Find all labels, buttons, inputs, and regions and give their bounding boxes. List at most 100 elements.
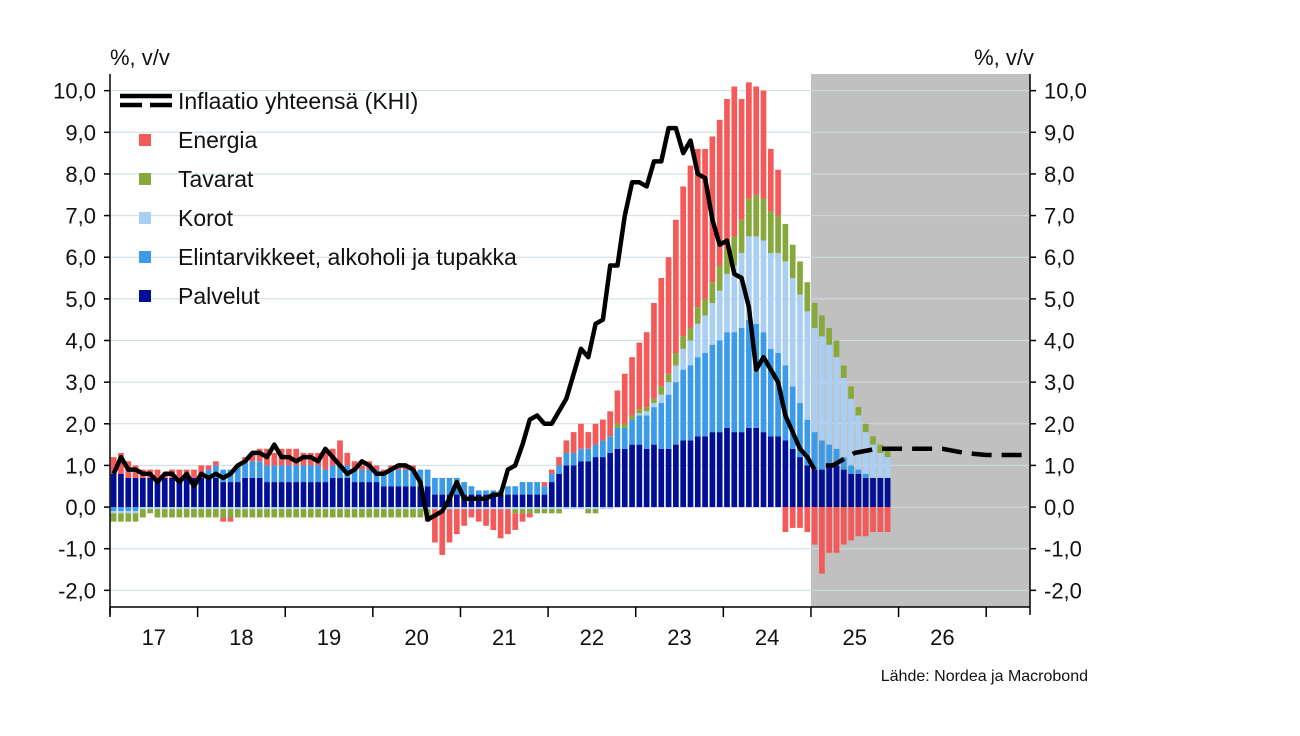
- bar-energia-14: [213, 461, 219, 466]
- bar-palvelut-17: [234, 482, 241, 508]
- bar-energia-86: [738, 98, 745, 220]
- bar-korot-29: [322, 507, 329, 510]
- bar-palvelut-55: [512, 494, 519, 508]
- bar-energia-76: [665, 257, 672, 374]
- bar-tavarat-103: [862, 423, 869, 433]
- bar-korot-94: [797, 294, 803, 403]
- bar-energia-44: [432, 509, 438, 543]
- bar-korot-102: [855, 415, 862, 470]
- bar-korot-21: [264, 507, 270, 510]
- bar-korot-87: [746, 236, 752, 320]
- bar-elintarvikkeet-74: [651, 407, 657, 445]
- bar-korot-74: [651, 402, 657, 408]
- bar-elintarvikkeet-46: [446, 477, 453, 495]
- bar-korot-38: [388, 507, 394, 510]
- bar-palvelut-81: [702, 436, 708, 508]
- bar-elintarvikkeet-100: [840, 457, 847, 470]
- bar-elintarvikkeet-73: [643, 415, 650, 449]
- bar-elintarvikkeet-61: [556, 465, 562, 474]
- bar-energia-63: [570, 432, 577, 453]
- bar-palvelut-91: [775, 436, 781, 508]
- bar-energia-52: [490, 509, 497, 530]
- bar-palvelut-22: [271, 482, 278, 508]
- bar-tavarat-84: [724, 248, 730, 274]
- bar-korot-16: [227, 507, 234, 510]
- bar-korot-40: [402, 507, 409, 510]
- bar-palvelut-103: [862, 477, 869, 508]
- bar-tavarat-94: [797, 261, 803, 295]
- bar-korot-48: [461, 507, 467, 510]
- bar-elintarvikkeet-92: [782, 365, 789, 441]
- y-tick-label-right-9: 1,0: [1044, 453, 1075, 478]
- bar-tavarat-32: [344, 509, 351, 518]
- bar-palvelut-35: [366, 482, 373, 508]
- bar-tavarat-16: [227, 509, 234, 518]
- bar-tavarat-4: [140, 509, 146, 518]
- bar-palvelut-7: [161, 477, 168, 508]
- legend-item-korot: Korot: [139, 205, 234, 231]
- bar-korot-86: [738, 253, 745, 329]
- bar-elintarvikkeet-21: [264, 465, 270, 483]
- bar-tavarat-11: [191, 509, 197, 518]
- bar-korot-35: [366, 507, 373, 510]
- bar-palvelut-29: [322, 482, 329, 508]
- bar-energia-36: [373, 465, 380, 470]
- bar-palvelut-14: [213, 477, 219, 508]
- legend-swatch-korot: [139, 212, 151, 224]
- x-tick-label-18: 18: [229, 625, 253, 650]
- bar-tavarat-34: [359, 509, 365, 518]
- bar-palvelut-101: [848, 473, 854, 508]
- bar-palvelut-31: [337, 477, 343, 508]
- bar-elintarvikkeet-38: [388, 469, 394, 487]
- bar-elintarvikkeet-35: [366, 469, 373, 483]
- y-tick-label-left-6: 4,0: [65, 329, 96, 354]
- y-tick-label-right-11: -1,0: [1044, 537, 1082, 562]
- bar-tavarat-59: [541, 509, 548, 514]
- bar-tavarat-33: [351, 509, 358, 518]
- bar-tavarat-36: [373, 509, 380, 518]
- bar-palvelut-82: [709, 432, 716, 508]
- bar-palvelut-16: [227, 482, 234, 508]
- bar-palvelut-38: [388, 486, 394, 508]
- bar-energia-6: [154, 469, 161, 478]
- bar-korot-64: [578, 507, 584, 510]
- bar-korot-68: [607, 507, 614, 510]
- bar-elintarvikkeet-75: [658, 402, 665, 449]
- y-tick-label-left-8: 2,0: [65, 412, 96, 437]
- bar-korot-33: [351, 507, 358, 510]
- bar-elintarvikkeet-27: [307, 465, 314, 483]
- source-note: Lähde: Nordea ja Macrobond: [881, 668, 1088, 685]
- y-tick-label-left-12: -2,0: [58, 578, 96, 603]
- legend-label-energia: Energia: [178, 127, 257, 153]
- bar-korot-96: [811, 328, 818, 433]
- x-tick-label-26: 26: [930, 625, 954, 650]
- bar-korot-56: [519, 507, 526, 510]
- bar-korot-80: [694, 323, 701, 358]
- bar-energia-56: [519, 513, 526, 522]
- bar-palvelut-30: [329, 477, 336, 508]
- bar-palvelut-24: [286, 482, 292, 508]
- bar-elintarvikkeet-85: [731, 332, 738, 433]
- bar-palvelut-88: [753, 427, 760, 508]
- bar-palvelut-40: [402, 486, 409, 508]
- bar-korot-25: [293, 507, 300, 510]
- y-tick-label-left-1: 9,0: [65, 120, 96, 145]
- bar-tavarat-90: [767, 211, 774, 254]
- x-tick-label-19: 19: [317, 625, 341, 650]
- bar-palvelut-69: [614, 448, 621, 508]
- y-tick-label-right-1: 9,0: [1044, 120, 1075, 145]
- bar-energia-104: [870, 507, 876, 533]
- bar-tavarat-100: [840, 365, 847, 378]
- bar-korot-53: [497, 507, 504, 510]
- bar-tavarat-98: [826, 328, 833, 345]
- bar-palvelut-66: [592, 457, 599, 508]
- bar-palvelut-44: [432, 494, 438, 508]
- bar-elintarvikkeet-62: [563, 452, 570, 466]
- bar-energia-66: [592, 423, 599, 445]
- bar-tavarat-12: [198, 509, 205, 518]
- bar-korot-73: [643, 411, 650, 416]
- bar-palvelut-84: [724, 427, 730, 508]
- bar-korot-99: [833, 357, 840, 449]
- bar-tavarat-88: [753, 194, 760, 237]
- bar-palvelut-68: [607, 452, 614, 508]
